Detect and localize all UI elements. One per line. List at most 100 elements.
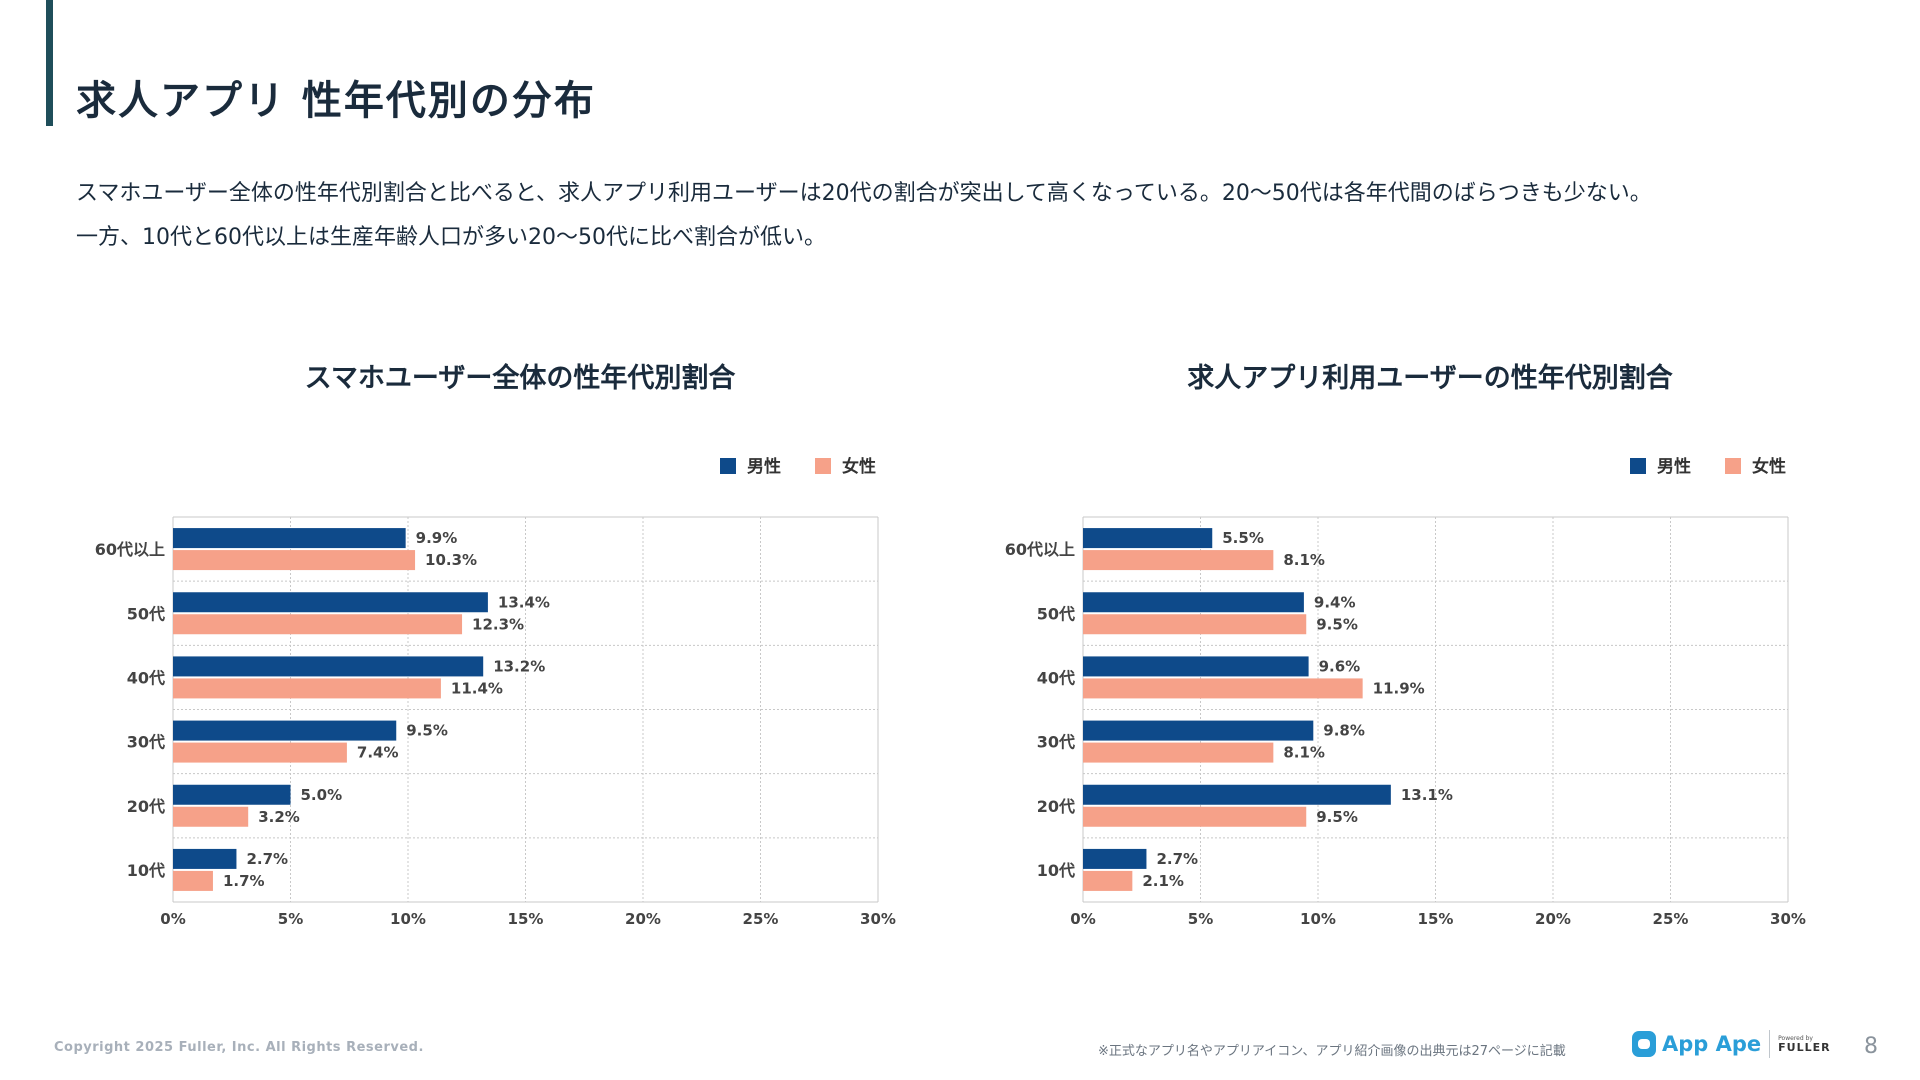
x-tick-label: 30% [860, 910, 896, 928]
data-label-male: 9.8% [1323, 722, 1365, 740]
x-tick-label: 5% [1188, 910, 1213, 928]
fuller-logo: Powered by FULLER [1778, 1034, 1831, 1054]
data-label-male: 2.7% [246, 850, 288, 868]
data-label-female: 11.9% [1373, 679, 1425, 697]
y-category-label: 40代 [127, 668, 165, 687]
x-tick-label: 20% [625, 910, 661, 928]
data-label-female: 12.3% [472, 615, 524, 633]
legend-label-female: 女性 [1752, 456, 1786, 477]
x-tick-label: 10% [1300, 910, 1336, 928]
x-tick-label: 0% [160, 910, 185, 928]
x-tick-label: 15% [508, 910, 544, 928]
bar-female [1083, 806, 1307, 827]
chart-title-right: 求人アプリ利用ユーザーの性年代別割合 [1187, 363, 1673, 394]
data-label-female: 8.1% [1283, 551, 1325, 569]
bar-male [173, 656, 484, 677]
y-category-label: 20代 [127, 797, 165, 816]
data-label-male: 9.6% [1319, 657, 1361, 675]
bar-male [173, 592, 488, 613]
x-tick-label: 30% [1770, 910, 1806, 928]
data-label-male: 9.9% [416, 529, 458, 547]
data-label-female: 10.3% [425, 551, 477, 569]
bar-female [1083, 678, 1363, 699]
bar-female [173, 550, 416, 571]
y-category-label: 30代 [127, 733, 165, 752]
x-tick-label: 15% [1418, 910, 1454, 928]
y-category-label: 60代以上 [1005, 540, 1075, 559]
data-label-female: 7.4% [357, 744, 399, 762]
chart-title-left: スマホユーザー全体の性年代別割合 [304, 363, 736, 394]
bar-male [173, 784, 291, 805]
powered-by-label: Powered by [1778, 1034, 1813, 1042]
y-category-label: 10代 [127, 861, 165, 880]
bar-male [1083, 592, 1304, 613]
bar-male [173, 848, 237, 869]
bar-female [1083, 550, 1274, 571]
legend-swatch-female [815, 458, 831, 474]
logo-text: App Ape [1662, 1032, 1762, 1056]
chart-job-app-users: 男性 女性 0% 5% 10% 15% 20% 25% 30% 60代以上 5.5% 8.1% 50代 9… [1005, 456, 1806, 928]
x-tick-label: 10% [390, 910, 426, 928]
bar-male [1083, 656, 1309, 677]
bar-male [1083, 784, 1391, 805]
legend-swatch-male [1630, 458, 1646, 474]
data-label-male: 9.5% [406, 722, 448, 740]
data-label-male: 9.4% [1314, 593, 1356, 611]
y-category-label: 10代 [1037, 861, 1075, 880]
legend-label-male: 男性 [1657, 456, 1691, 477]
bar-female [1083, 870, 1133, 891]
legend-label-female: 女性 [842, 456, 876, 477]
legend-label-male: 男性 [747, 456, 781, 477]
bar-female [173, 678, 441, 699]
data-label-male: 13.1% [1401, 786, 1453, 804]
data-label-male: 13.4% [498, 593, 550, 611]
data-label-female: 11.4% [451, 679, 503, 697]
legend-swatch-male [720, 458, 736, 474]
bar-female [1083, 742, 1274, 763]
x-tick-label: 20% [1535, 910, 1571, 928]
data-label-female: 2.1% [1142, 872, 1184, 890]
description-line-2: 一方、10代と60代以上は生産年齢人口が多い20〜50代に比べ割合が低い。 [76, 225, 826, 250]
bar-male [173, 528, 406, 549]
bar-female [173, 870, 213, 891]
description-line-1: スマホユーザー全体の性年代別割合と比べると、求人アプリ利用ユーザーは20代の割合… [76, 181, 1652, 206]
bar-male [1083, 528, 1213, 549]
data-label-male: 5.0% [301, 786, 343, 804]
data-label-male: 13.2% [493, 657, 545, 675]
y-category-label: 60代以上 [95, 540, 165, 559]
logo-divider [1769, 1030, 1771, 1058]
data-label-male: 2.7% [1156, 850, 1198, 868]
bar-female [173, 614, 463, 635]
source-footnote: ※正式なアプリ名やアプリアイコン、アプリ紹介画像の出典元は27ページに記載 [1098, 1044, 1566, 1059]
data-label-female: 3.2% [258, 808, 300, 826]
y-category-label: 50代 [127, 604, 165, 623]
y-category-label: 40代 [1037, 668, 1075, 687]
fuller-label: FULLER [1778, 1040, 1831, 1054]
data-label-female: 9.5% [1316, 615, 1358, 633]
y-category-label: 30代 [1037, 733, 1075, 752]
x-tick-label: 5% [278, 910, 303, 928]
y-category-label: 20代 [1037, 797, 1075, 816]
x-tick-label: 25% [1653, 910, 1689, 928]
copyright: Copyright 2025 Fuller, Inc. All Rights R… [54, 1040, 424, 1055]
bar-male [1083, 848, 1147, 869]
chart-all-smartphone-users: 男性 女性 0% 5% 10% 15% 20% 25% 30% 60代以上 9.9% 10.3% 50代… [95, 456, 896, 928]
page-number: 8 [1864, 1034, 1878, 1059]
bar-male [173, 720, 397, 741]
title-accent-bar [46, 0, 53, 126]
bar-male [1083, 720, 1314, 741]
x-tick-label: 0% [1070, 910, 1095, 928]
y-category-label: 50代 [1037, 604, 1075, 623]
bar-female [173, 742, 347, 763]
data-label-female: 8.1% [1283, 744, 1325, 762]
legend-swatch-female [1725, 458, 1741, 474]
data-label-male: 5.5% [1222, 529, 1264, 547]
app-ape-logo: App Ape Powered by FULLER [1632, 1030, 1831, 1058]
x-tick-label: 25% [743, 910, 779, 928]
bar-female [173, 806, 249, 827]
description: スマホユーザー全体の性年代別割合と比べると、求人アプリ利用ユーザーは20代の割合… [76, 172, 1876, 260]
data-label-female: 9.5% [1316, 808, 1358, 826]
page-title: 求人アプリ 性年代別の分布 [76, 78, 596, 124]
bar-female [1083, 614, 1307, 635]
data-label-female: 1.7% [223, 872, 265, 890]
